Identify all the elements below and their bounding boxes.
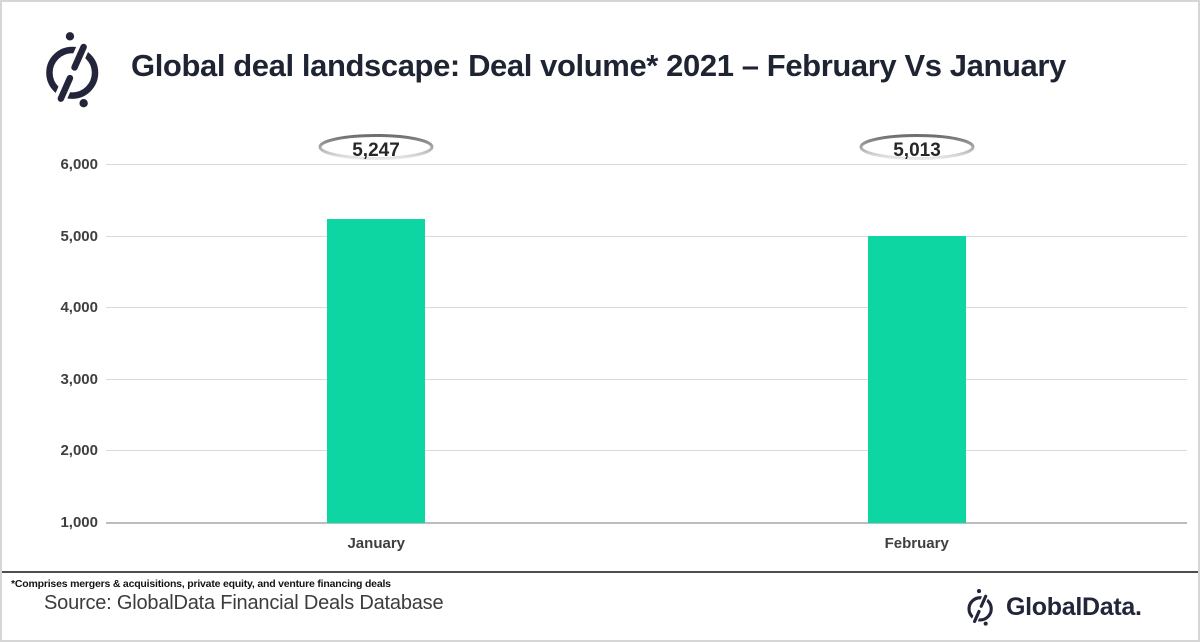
y-axis-tick-label: 4,000 xyxy=(60,299,98,317)
plot-area xyxy=(106,164,1187,524)
value-label: 5,247 xyxy=(352,140,400,161)
y-axis-tick-label: 3,000 xyxy=(60,370,98,388)
y-axis-tick-label: 6,000 xyxy=(60,156,98,173)
bar-february xyxy=(867,235,966,523)
y-axis-tick-label: 1,000 xyxy=(60,514,98,531)
y-gridline xyxy=(106,378,1187,380)
y-gridline xyxy=(106,164,1187,165)
y-axis-tick-label: 5,000 xyxy=(60,227,98,245)
y-axis-tick-label: 2,000 xyxy=(60,442,98,460)
y-gridline xyxy=(106,450,1187,452)
chart-title: Global deal landscape: Deal volume* 2021… xyxy=(131,48,1066,83)
value-callout-january: 5,247 xyxy=(318,134,434,161)
brand-name: GlobalData. xyxy=(1006,592,1142,621)
x-axis-label-january: January xyxy=(347,535,406,552)
globaldata-mark-icon xyxy=(46,32,99,108)
bar-january xyxy=(327,218,426,523)
brand-lockup: GlobalData. xyxy=(962,587,1142,627)
footer-divider xyxy=(2,571,1198,573)
source-text: Source: GlobalData Financial Deals Datab… xyxy=(44,592,444,614)
x-axis-line xyxy=(106,522,1187,524)
value-label: 5,013 xyxy=(893,140,941,161)
y-gridline xyxy=(106,235,1187,237)
x-axis-label-february: February xyxy=(884,535,949,552)
globaldata-mark-icon xyxy=(967,589,993,626)
chart-footnote: *Comprises mergers & acquisitions, priva… xyxy=(11,578,391,590)
y-gridline xyxy=(106,307,1187,309)
value-callout-february: 5,013 xyxy=(859,134,975,161)
